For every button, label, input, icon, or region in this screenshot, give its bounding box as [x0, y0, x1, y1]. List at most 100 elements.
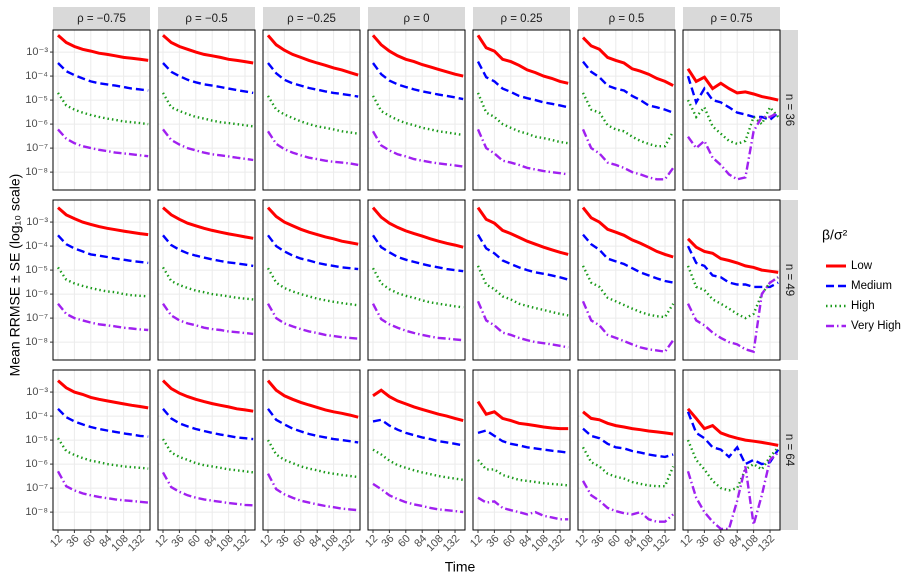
panel-border: [262, 199, 361, 361]
series-line: [477, 459, 569, 487]
facet-label: ρ = −0.25: [287, 13, 336, 25]
panel-background: [263, 30, 360, 190]
y-tick-label: 10⁻⁶: [25, 288, 48, 300]
y-tick-label: 10⁻⁶: [25, 458, 48, 470]
panel-border: [52, 29, 151, 191]
series-line: [162, 62, 254, 95]
series-line: [372, 234, 464, 273]
panel-border: [577, 29, 676, 191]
panel-background: [683, 370, 780, 530]
facet-label: n = 64: [783, 434, 795, 467]
x-tick-label: 12: [48, 533, 65, 550]
series-line: [266, 34, 359, 77]
panel-background: [368, 200, 465, 360]
series-line: [476, 61, 569, 109]
y-tick-label: 10⁻⁵: [25, 434, 48, 446]
series-line: [686, 265, 779, 320]
x-tick-label: 36: [694, 533, 711, 550]
x-tick-label: 36: [169, 533, 186, 550]
panel-border: [52, 199, 151, 361]
panel-border: [682, 29, 781, 191]
y-tick-label: 10⁻⁷: [26, 312, 48, 324]
legend-label: Low: [851, 260, 873, 272]
panel-border: [367, 199, 466, 361]
series-line: [581, 128, 675, 181]
legend-label: Very High: [851, 320, 901, 332]
panel-background: [53, 30, 150, 190]
y-tick-label: 10⁻⁴: [25, 240, 48, 252]
x-tick-label: 12: [573, 533, 590, 550]
x-tick-label: 60: [291, 533, 308, 550]
panel-background: [368, 30, 465, 190]
series-line: [686, 276, 779, 354]
panel-border: [262, 369, 361, 531]
series-line: [372, 418, 464, 447]
facet-strip: [53, 7, 150, 30]
facet-strip: [473, 7, 570, 30]
y-tick-label: 10⁻³: [26, 386, 48, 398]
series-line: [372, 448, 464, 482]
series-line: [476, 34, 569, 85]
panel-border: [262, 29, 361, 191]
series-line: [686, 237, 779, 274]
series-line: [686, 411, 780, 466]
x-tick-label: 36: [484, 533, 501, 550]
series-line: [686, 245, 779, 289]
panel-border: [472, 29, 571, 191]
panel-background: [263, 370, 360, 530]
panel-border: [52, 369, 151, 531]
panel-border: [577, 369, 676, 531]
legend-label: Medium: [851, 280, 892, 292]
facet-strip: [683, 7, 780, 30]
series-line: [476, 128, 569, 176]
series-line: [57, 302, 149, 332]
panel-border: [157, 369, 256, 531]
series-line: [57, 128, 149, 158]
panel-background: [158, 200, 255, 360]
x-tick-label: 60: [396, 533, 413, 550]
x-tick-label: 12: [363, 533, 380, 550]
facet-strip: [263, 7, 360, 30]
facet-strip: [780, 30, 798, 190]
series-line: [582, 233, 674, 284]
series-line: [57, 34, 149, 62]
panel-background: [53, 200, 150, 360]
series-line: [162, 128, 254, 162]
series-line: [477, 496, 569, 521]
series-line: [57, 379, 149, 410]
facet-strip: [158, 7, 255, 30]
x-tick-label: 36: [64, 533, 81, 550]
panel-border: [577, 199, 676, 361]
series-line: [371, 303, 464, 342]
series-line: [57, 407, 149, 438]
series-line: [57, 62, 149, 92]
y-tick-label: 10⁻⁸: [25, 506, 48, 518]
series-line: [582, 427, 674, 459]
series-line: [266, 95, 359, 135]
x-tick-label: 36: [274, 533, 291, 550]
legend-title: β/σ²: [822, 227, 848, 243]
series-line: [56, 437, 149, 470]
series-line: [162, 34, 254, 65]
series-line: [372, 388, 464, 423]
y-tick-label: 10⁻⁷: [26, 142, 48, 154]
series-line: [581, 446, 675, 488]
x-tick-label: 36: [589, 533, 606, 550]
y-tick-label: 10⁻⁵: [25, 94, 48, 106]
y-tick-label: 10⁻⁴: [25, 410, 48, 422]
x-tick-label: 132: [231, 533, 252, 554]
series-line: [476, 265, 569, 317]
series-line: [477, 429, 569, 454]
series-line: [162, 303, 254, 336]
series-line: [581, 265, 675, 319]
series-line: [581, 300, 675, 354]
series-line: [266, 206, 359, 246]
y-tick-label: 10⁻⁷: [26, 482, 48, 494]
x-tick-label: 60: [501, 533, 518, 550]
series-line: [687, 111, 779, 181]
series-line: [162, 234, 254, 268]
x-tick-label: 60: [81, 533, 98, 550]
panel-background: [473, 200, 570, 360]
facet-label: ρ = 0.25: [500, 13, 542, 25]
